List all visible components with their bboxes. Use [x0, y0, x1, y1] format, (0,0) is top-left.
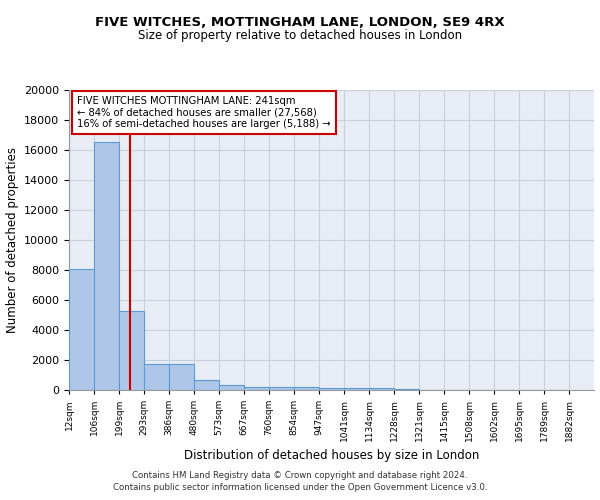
Bar	[344, 388, 369, 390]
Text: Contains HM Land Registry data © Crown copyright and database right 2024.: Contains HM Land Registry data © Crown c…	[132, 472, 468, 480]
Bar	[69, 268, 94, 390]
X-axis label: Distribution of detached houses by size in London: Distribution of detached houses by size …	[184, 450, 479, 462]
Bar	[369, 388, 394, 390]
Bar	[244, 386, 269, 390]
Bar	[319, 388, 344, 390]
Bar	[394, 388, 419, 390]
Text: Contains public sector information licensed under the Open Government Licence v3: Contains public sector information licen…	[113, 483, 487, 492]
Bar	[119, 310, 144, 390]
Bar	[169, 364, 194, 390]
Bar	[294, 388, 319, 390]
Text: FIVE WITCHES, MOTTINGHAM LANE, LONDON, SE9 4RX: FIVE WITCHES, MOTTINGHAM LANE, LONDON, S…	[95, 16, 505, 29]
Bar	[144, 364, 169, 390]
Bar	[269, 387, 294, 390]
Text: Size of property relative to detached houses in London: Size of property relative to detached ho…	[138, 28, 462, 42]
Bar	[94, 142, 119, 390]
Bar	[194, 380, 219, 390]
Bar	[219, 385, 244, 390]
Y-axis label: Number of detached properties: Number of detached properties	[5, 147, 19, 333]
Text: FIVE WITCHES MOTTINGHAM LANE: 241sqm
← 84% of detached houses are smaller (27,56: FIVE WITCHES MOTTINGHAM LANE: 241sqm ← 8…	[77, 96, 331, 129]
